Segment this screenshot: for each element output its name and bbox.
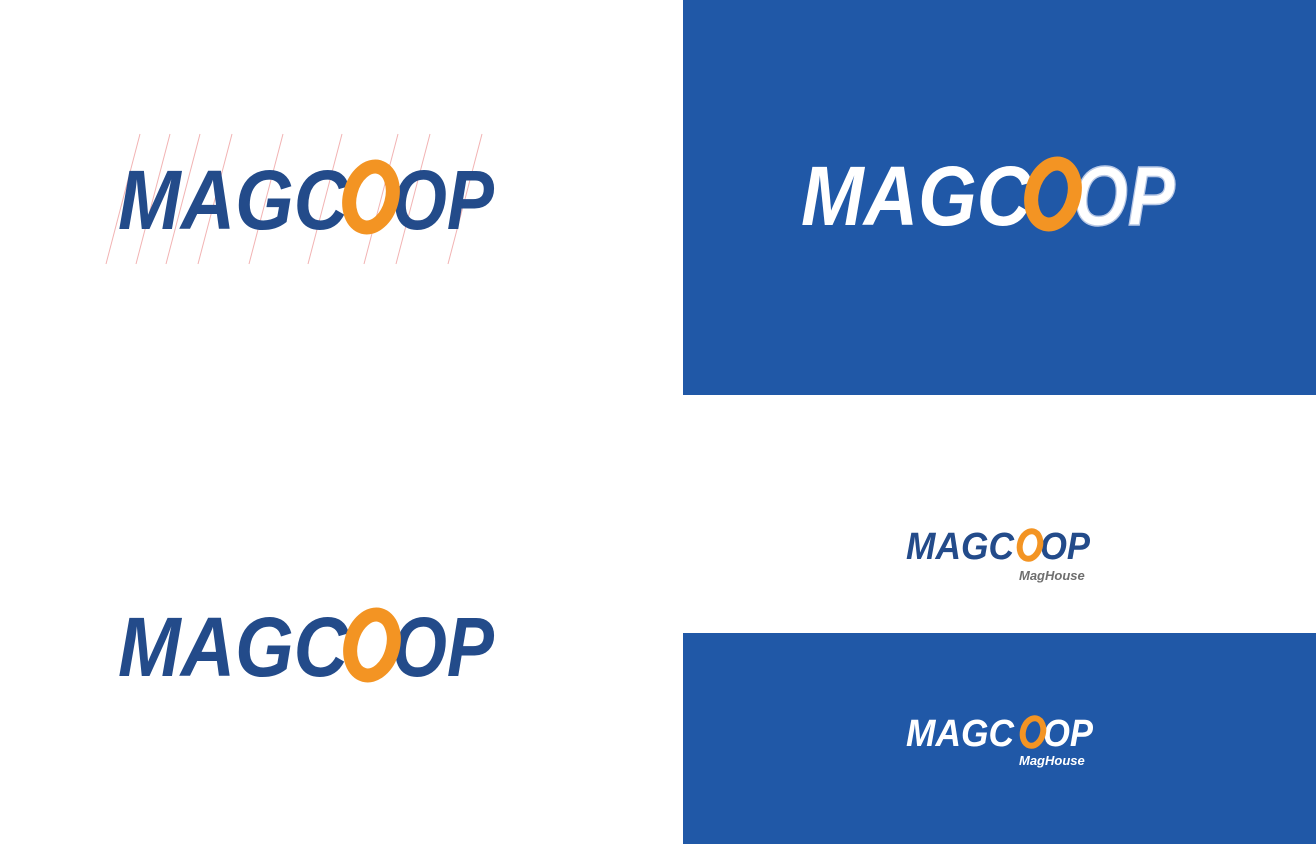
logo-text-part2: OP <box>1073 149 1176 243</box>
blue-panel-top <box>683 0 1316 395</box>
logo-orange-o-icon <box>343 607 401 683</box>
logo-text-part1: MAGC <box>906 526 1015 568</box>
sub-brand-label: MagHouse <box>1019 568 1085 583</box>
guide-line <box>165 133 201 265</box>
logo-text-part2: OP <box>392 600 495 694</box>
logo-primary: MAGC OP <box>118 600 495 694</box>
logo-orange-o-icon <box>1016 528 1044 562</box>
logo-orange-o-icon <box>1024 156 1082 232</box>
logo-text-part2: OP <box>392 153 495 247</box>
blue-panel-bottom <box>683 633 1316 844</box>
logo-text-part2: OP <box>1043 713 1094 755</box>
guide-line <box>307 133 343 265</box>
guide-line <box>363 133 399 265</box>
logo-text-part1: MAGC <box>118 600 349 694</box>
logo-text-part1: MAGC <box>118 153 349 247</box>
guide-line <box>447 133 483 265</box>
guide-line <box>105 133 141 265</box>
guide-line <box>197 133 233 265</box>
sub-brand-label: MagHouse <box>1019 753 1085 768</box>
logo-text-part1: MAGC <box>801 149 1032 243</box>
guide-line <box>248 133 284 265</box>
logo-orange-o-icon <box>1019 715 1047 749</box>
logo-small-navy: MAGC OP <box>906 526 1091 568</box>
logo-text-part2: OP <box>1040 526 1091 568</box>
logo-orange-o-icon <box>342 159 400 235</box>
logo-white-on-blue: MAGC OP <box>801 148 1177 244</box>
guide-line <box>395 133 431 265</box>
guide-line <box>135 133 171 265</box>
logo-text-part1: MAGC <box>906 713 1015 755</box>
guide-lines <box>105 133 483 265</box>
logo-small-white: MAGC OP <box>906 713 1094 755</box>
logo-construction-grid: MAGC OP <box>105 133 495 265</box>
